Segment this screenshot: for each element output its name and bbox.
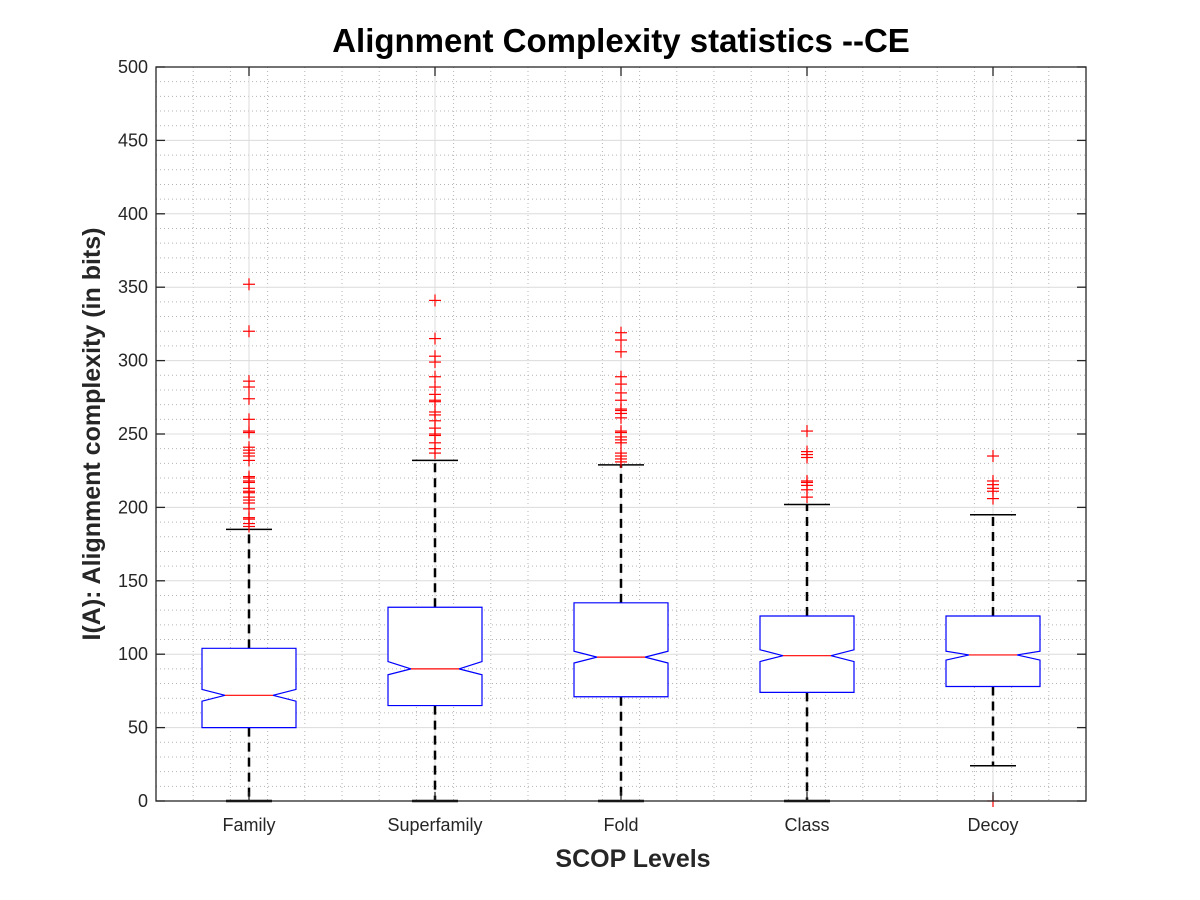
outlier-marker	[429, 395, 441, 408]
outlier-marker	[987, 492, 999, 505]
x-axis-label: SCOP Levels	[555, 845, 710, 873]
y-tick-labels: 0 50 100 150 200 250 300 350 400 450 500	[118, 57, 148, 811]
box-group-superfamily	[387, 294, 483, 803]
notched-box	[201, 647, 297, 729]
x-tick-label: Decoy	[967, 815, 1018, 835]
y-tick-label: 450	[118, 130, 148, 150]
outlier-marker	[615, 455, 627, 468]
y-tick-label: 150	[118, 571, 148, 591]
outlier-marker	[801, 491, 813, 504]
y-tick-label: 500	[118, 57, 148, 77]
boxes	[201, 278, 1041, 807]
axes	[155, 66, 1087, 802]
notched-box	[573, 602, 669, 698]
x-tick-label: Fold	[603, 815, 638, 835]
box-group-decoy	[945, 450, 1041, 807]
outlier-marker	[429, 447, 441, 460]
chart-title: Alignment Complexity statistics --CE	[332, 22, 910, 59]
outlier-marker	[243, 278, 255, 291]
x-tick-label: Class	[784, 815, 829, 835]
y-tick-label: 350	[118, 277, 148, 297]
outlier-marker	[243, 520, 255, 533]
outlier-marker	[243, 454, 255, 467]
outlier-marker	[615, 345, 627, 358]
notched-box	[759, 615, 855, 693]
x-tick-label: Superfamily	[387, 815, 482, 835]
y-tick-label: 300	[118, 351, 148, 371]
x-tick-label: Family	[223, 815, 276, 835]
x-tick-labels: Family Superfamily Fold Class Decoy	[223, 815, 1019, 835]
box-group-family	[201, 278, 297, 803]
outlier-marker	[801, 425, 813, 438]
outlier-marker	[801, 451, 813, 464]
notched-box	[387, 606, 483, 707]
outlier-marker	[243, 426, 255, 439]
y-tick-label: 0	[138, 791, 148, 811]
box-group-class	[759, 425, 855, 803]
outlier-marker	[615, 334, 627, 347]
outlier-marker	[615, 436, 627, 449]
outlier-marker	[243, 392, 255, 405]
y-tick-label: 50	[128, 718, 148, 738]
outlier-marker	[243, 413, 255, 426]
outlier-marker	[243, 325, 255, 338]
outlier-marker	[987, 450, 999, 463]
outlier-marker	[429, 370, 441, 383]
outlier-marker	[429, 294, 441, 307]
y-tick-label: 400	[118, 204, 148, 224]
y-tick-label: 100	[118, 644, 148, 664]
outlier-marker	[429, 332, 441, 345]
notched-box	[945, 615, 1041, 688]
outlier-marker	[615, 411, 627, 424]
y-tick-label: 200	[118, 497, 148, 517]
outlier-marker	[429, 356, 441, 369]
y-tick-label: 250	[118, 424, 148, 444]
outlier-marker	[243, 381, 255, 394]
y-axis-label: I(A): Alignment complexity (in bits)	[78, 228, 106, 641]
